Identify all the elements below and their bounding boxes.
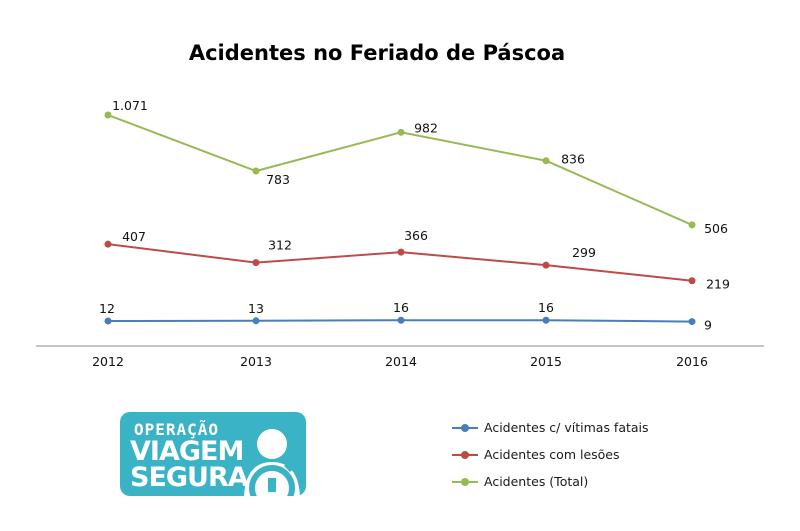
x-axis-ticks: 2012 2013 2014 2015 2016 bbox=[92, 354, 708, 369]
data-label: 16 bbox=[393, 300, 409, 315]
logo-line-1: OPERAÇÃO bbox=[134, 420, 220, 439]
data-point bbox=[104, 111, 112, 119]
legend-marker bbox=[452, 422, 478, 434]
logo-line-2: VIAGEM bbox=[130, 436, 244, 467]
data-label: 12 bbox=[99, 301, 115, 316]
data-point bbox=[397, 128, 405, 136]
data-point bbox=[104, 317, 112, 325]
data-label: 366 bbox=[404, 228, 428, 243]
data-point bbox=[542, 157, 550, 165]
legend-item: Acidentes com lesões bbox=[452, 441, 772, 468]
data-point bbox=[397, 248, 405, 256]
data-point bbox=[542, 261, 550, 269]
legend-marker bbox=[452, 449, 478, 461]
data-point bbox=[252, 317, 260, 325]
data-point bbox=[688, 221, 696, 229]
data-point bbox=[397, 316, 405, 324]
legend-marker bbox=[452, 476, 478, 488]
chart-title: Acidentes no Feriado de Páscoa bbox=[189, 41, 565, 65]
legend-item: Acidentes c/ vítimas fatais bbox=[452, 414, 772, 441]
driver-steering-wheel-icon bbox=[244, 429, 306, 496]
data-label: 783 bbox=[266, 172, 290, 187]
data-label: 299 bbox=[572, 245, 596, 260]
data-point bbox=[104, 240, 112, 248]
data-label: 219 bbox=[706, 277, 730, 292]
data-point bbox=[252, 167, 260, 175]
legend: Acidentes c/ vítimas fatais Acidentes com… bbox=[452, 414, 772, 495]
legend-label: Acidentes com lesões bbox=[484, 447, 620, 462]
data-label: 312 bbox=[268, 238, 292, 253]
logo-line-3: SEGURA bbox=[130, 462, 249, 493]
data-label: 836 bbox=[561, 152, 585, 167]
data-label: 407 bbox=[122, 229, 146, 244]
data-point bbox=[688, 277, 696, 285]
data-point bbox=[252, 259, 260, 267]
data-label: 1.071 bbox=[112, 98, 148, 113]
data-label: 982 bbox=[414, 120, 438, 135]
data-point bbox=[542, 316, 550, 324]
data-label: 506 bbox=[704, 221, 728, 236]
legend-item: Acidentes (Total) bbox=[452, 468, 772, 495]
data-label: 16 bbox=[538, 300, 554, 315]
data-label: 9 bbox=[704, 318, 712, 333]
data-label: 13 bbox=[248, 301, 264, 316]
x-tick-label: 2012 bbox=[92, 354, 124, 369]
legend-label: Acidentes (Total) bbox=[484, 474, 589, 489]
legend-label: Acidentes c/ vítimas fatais bbox=[484, 420, 649, 435]
operacao-viagem-segura-logo: OPERAÇÃO VIAGEM SEGURA bbox=[120, 412, 306, 496]
data-point bbox=[688, 318, 696, 326]
x-tick-label: 2016 bbox=[676, 354, 708, 369]
x-tick-label: 2014 bbox=[385, 354, 417, 369]
x-tick-label: 2015 bbox=[530, 354, 562, 369]
series-group: 12 13 16 16 9 407 312 366 299 219 1.071 783 982 836 50… bbox=[99, 98, 730, 333]
x-tick-label: 2013 bbox=[240, 354, 272, 369]
